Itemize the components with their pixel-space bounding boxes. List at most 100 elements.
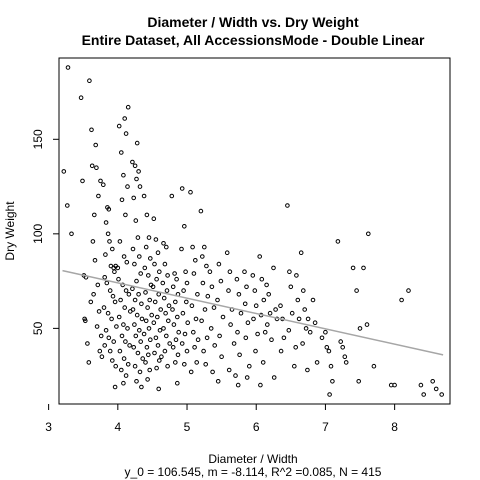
- data-point: [89, 127, 94, 133]
- plot-frame: [58, 57, 451, 405]
- data-point: [152, 261, 157, 267]
- data-point: [166, 318, 171, 324]
- data-point: [132, 163, 138, 169]
- data-point: [173, 360, 178, 365]
- data-point: [139, 384, 144, 390]
- data-point: [92, 258, 98, 263]
- data-point: [303, 326, 309, 331]
- data-point: [119, 367, 124, 373]
- data-point: [121, 172, 126, 178]
- data-point: [95, 282, 101, 288]
- data-point: [65, 65, 71, 70]
- data-point: [244, 375, 250, 380]
- data-point: [188, 189, 193, 195]
- data-point: [134, 176, 139, 182]
- data-point: [226, 367, 232, 373]
- data-point: [190, 244, 195, 250]
- data-point: [266, 292, 272, 297]
- data-point: [326, 348, 332, 354]
- data-point: [111, 339, 116, 344]
- data-point: [145, 305, 150, 310]
- data-point: [286, 328, 292, 333]
- data-point: [202, 307, 208, 312]
- data-point: [99, 354, 105, 360]
- data-point: [116, 123, 122, 129]
- data-point: [146, 352, 151, 358]
- data-point: [175, 380, 180, 386]
- data-point: [165, 273, 170, 278]
- data-point: [146, 326, 152, 331]
- data-point: [227, 269, 233, 275]
- data-point: [147, 367, 152, 373]
- data-point: [130, 286, 135, 292]
- data-point: [258, 382, 263, 388]
- data-point: [200, 254, 205, 259]
- data-point: [87, 78, 92, 83]
- data-point: [124, 259, 130, 265]
- data-point: [149, 312, 154, 318]
- y-tick-label: 150: [31, 129, 45, 149]
- data-point: [226, 288, 231, 293]
- data-point: [324, 345, 330, 350]
- data-point: [117, 348, 123, 354]
- x-tick-label: 7: [322, 420, 329, 434]
- data-point: [117, 239, 123, 244]
- data-point: [218, 278, 224, 284]
- data-point: [259, 276, 265, 282]
- data-point: [137, 328, 142, 333]
- data-point: [166, 303, 172, 309]
- y-tick-label: 100: [31, 223, 45, 243]
- data-point: [121, 322, 126, 327]
- data-point: [433, 386, 439, 392]
- data-point: [285, 203, 290, 208]
- data-point: [157, 269, 162, 275]
- data-point: [319, 335, 325, 341]
- data-point: [179, 186, 185, 191]
- data-point: [105, 231, 111, 237]
- x-tick-label: 4: [114, 420, 121, 434]
- data-point: [146, 235, 152, 240]
- data-point: [132, 261, 137, 267]
- data-point: [174, 276, 179, 282]
- data-point: [399, 297, 404, 303]
- data-point: [356, 379, 362, 384]
- data-point: [237, 352, 242, 358]
- data-point: [327, 392, 332, 397]
- data-point: [131, 345, 136, 350]
- data-point: [98, 333, 104, 339]
- data-point: [208, 326, 214, 331]
- data-point: [430, 379, 436, 384]
- data-point: [80, 178, 85, 184]
- data-point: [156, 386, 161, 392]
- data-point: [136, 169, 141, 174]
- data-point: [164, 333, 169, 339]
- data-point: [200, 280, 206, 286]
- data-point: [132, 297, 138, 303]
- data-point: [138, 271, 143, 276]
- data-point: [157, 358, 162, 363]
- data-point: [98, 178, 103, 184]
- data-point: [215, 379, 221, 384]
- data-point: [106, 335, 112, 341]
- data-point: [242, 269, 247, 275]
- data-point: [145, 377, 150, 382]
- data-point: [314, 360, 320, 365]
- data-point: [123, 373, 129, 378]
- data-point: [107, 348, 113, 354]
- data-point: [148, 256, 153, 261]
- data-point: [251, 316, 256, 322]
- data-point: [294, 273, 299, 278]
- data-point: [342, 354, 348, 360]
- data-point: [204, 335, 210, 341]
- data-point: [141, 193, 147, 199]
- data-point: [131, 195, 136, 201]
- data-point: [253, 348, 258, 354]
- data-point: [132, 363, 138, 369]
- data-point: [96, 309, 102, 314]
- data-point: [153, 335, 159, 341]
- data-point: [88, 299, 94, 305]
- data-point: [179, 341, 185, 346]
- x-axis: 3 4 5 6 7 8: [45, 404, 398, 434]
- data-point: [361, 265, 366, 271]
- data-point: [121, 356, 127, 361]
